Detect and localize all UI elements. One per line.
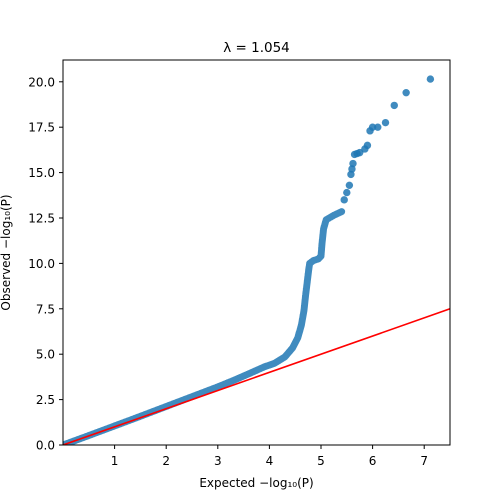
x-tick-label: 6 <box>369 454 377 468</box>
x-tick-label: 3 <box>214 454 222 468</box>
x-tick-label: 7 <box>420 454 428 468</box>
data-point <box>340 196 348 204</box>
plot-area <box>63 75 450 445</box>
data-point <box>356 148 364 157</box>
x-axis-label: Expected −log₁₀(P) <box>199 476 313 490</box>
dense-point-cloud <box>63 208 346 445</box>
data-point <box>390 101 398 110</box>
data-point <box>343 188 351 197</box>
data-point <box>402 88 410 97</box>
reference-line <box>63 308 450 445</box>
data-point <box>381 118 390 127</box>
x-tick-label: 4 <box>266 454 274 468</box>
data-point <box>374 123 382 131</box>
y-tick-label: 10.0 <box>28 257 55 271</box>
y-tick-label: 17.5 <box>28 121 55 135</box>
y-tick-label: 0.0 <box>36 439 55 453</box>
data-point <box>349 159 357 168</box>
y-tick-label: 5.0 <box>36 348 55 362</box>
plot-frame <box>62 59 451 446</box>
x-axis-ticks: 1 2 3 4 5 6 7 <box>111 445 428 468</box>
x-tick-label: 2 <box>162 454 170 468</box>
y-tick-label: 7.5 <box>36 302 55 316</box>
y-axis-label: Observed −log₁₀(P) <box>0 194 13 310</box>
data-point <box>368 123 377 131</box>
y-tick-label: 15.0 <box>28 166 55 180</box>
data-point <box>363 141 372 150</box>
y-axis-ticks: 0.0 2.5 5.0 7.5 10.0 12.5 15.0 17.5 20.0 <box>28 75 63 453</box>
x-tick-label: 5 <box>317 454 325 468</box>
data-point <box>426 75 435 83</box>
data-point <box>345 181 354 190</box>
chart-title: λ = 1.054 <box>223 40 290 56</box>
y-tick-label: 2.5 <box>36 393 55 407</box>
y-tick-label: 12.5 <box>28 211 55 225</box>
y-tick-label: 20.0 <box>28 75 55 89</box>
x-tick-label: 1 <box>111 454 119 468</box>
